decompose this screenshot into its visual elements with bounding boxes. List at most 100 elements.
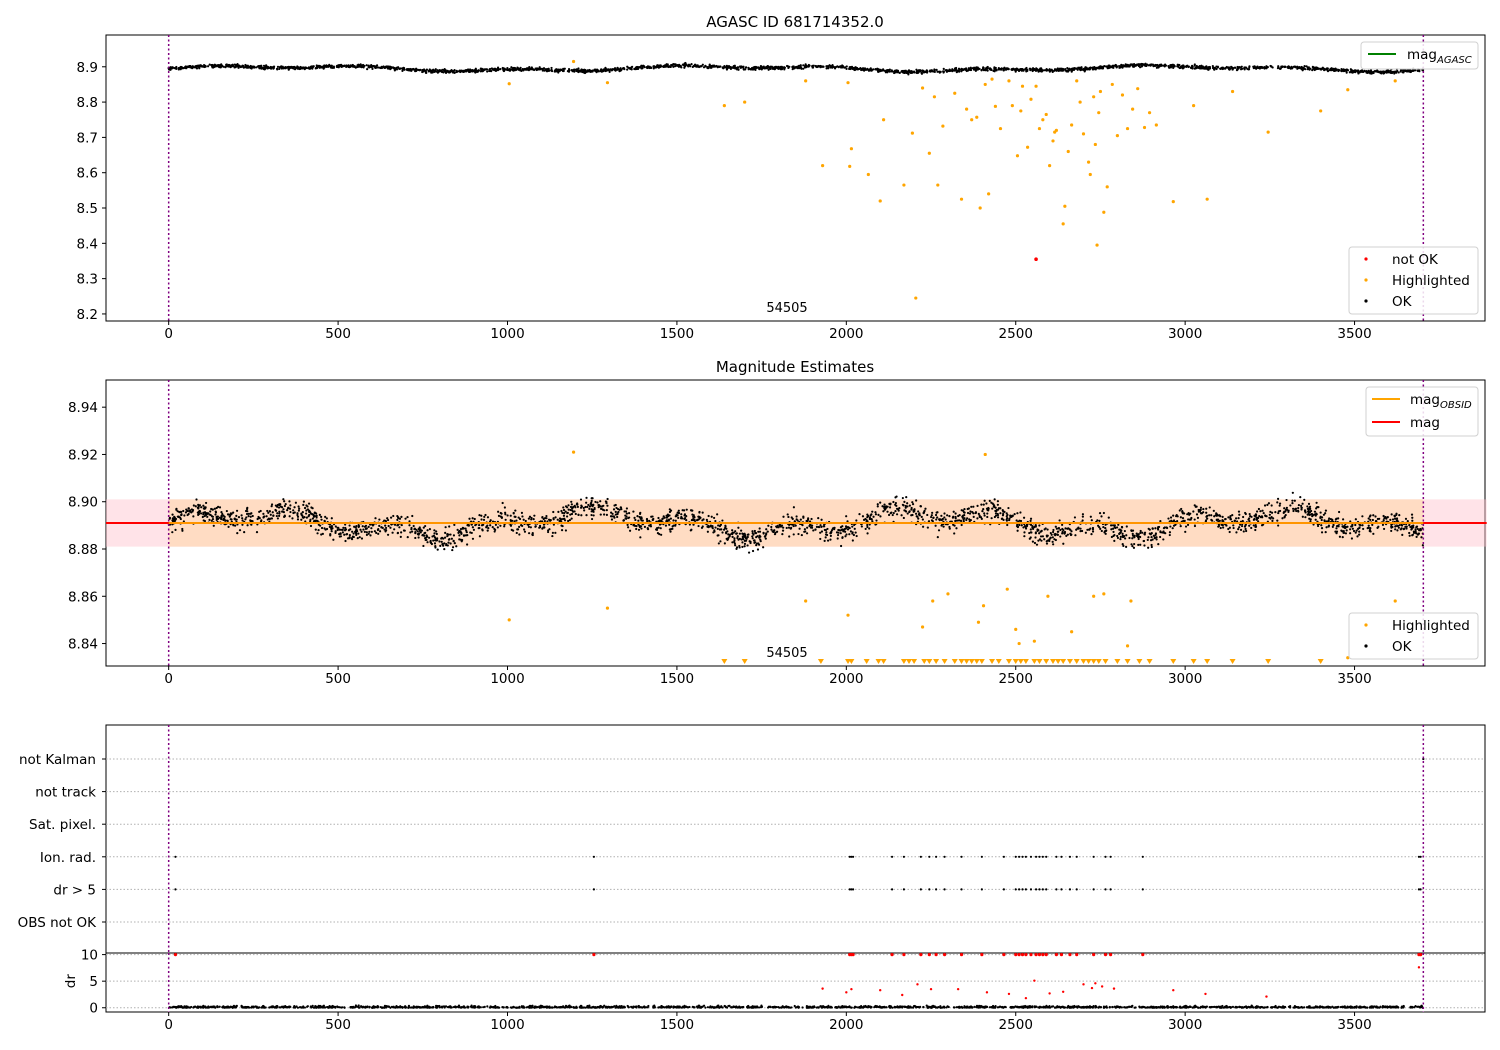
ok-point: [986, 508, 989, 512]
ok-point: [728, 533, 732, 536]
ok-point: [716, 66, 719, 69]
ok-point: [1229, 67, 1232, 70]
ok-point: [195, 64, 198, 68]
ok-point: [641, 67, 644, 70]
ok-point: [400, 531, 403, 534]
ok-point: [444, 526, 447, 529]
ok-point: [1033, 541, 1037, 545]
ok-point: [421, 70, 424, 74]
ok-point: [879, 501, 882, 504]
ok-point: [908, 504, 911, 507]
ok-point: [378, 524, 381, 527]
ok-point: [823, 539, 826, 542]
ok-point: [1101, 66, 1105, 69]
ok-point: [544, 68, 547, 71]
ok-point: [1079, 527, 1082, 530]
ok-point: [386, 517, 389, 520]
ok-point: [1393, 517, 1397, 520]
ok-point: [1025, 524, 1029, 527]
ok-point: [872, 515, 875, 518]
ok-point: [1277, 524, 1280, 527]
ok-point: [1244, 527, 1247, 531]
ok-point: [512, 529, 515, 532]
ok-point: [826, 539, 830, 542]
ok-point: [936, 511, 939, 514]
ok-point: [944, 69, 947, 72]
ok-point: [1192, 510, 1195, 513]
ok-point: [452, 540, 455, 543]
ok-point: [367, 65, 370, 69]
ok-point: [742, 532, 745, 536]
ok-point: [1291, 491, 1294, 494]
ok-point: [447, 538, 451, 541]
highlighted-point: [1125, 126, 1130, 131]
ok-point: [930, 519, 934, 522]
ok-point: [1283, 65, 1286, 68]
ok-point: [590, 499, 593, 503]
ok-point: [1001, 508, 1004, 512]
ok-point: [1345, 71, 1348, 74]
ok-point: [955, 527, 958, 530]
ok-point: [270, 66, 273, 69]
ok-point: [378, 518, 381, 521]
ok-point: [1105, 65, 1108, 68]
ok-point: [1254, 525, 1257, 528]
ok-point: [645, 517, 649, 521]
ok-point: [579, 69, 582, 72]
ok-point: [930, 514, 933, 517]
ok-point: [1369, 70, 1372, 73]
ok-point: [267, 517, 271, 520]
ok-point: [279, 503, 282, 506]
ok-point: [1261, 509, 1264, 512]
ok-point: [558, 517, 562, 520]
ok-point: [444, 70, 447, 74]
ok-point: [1206, 67, 1209, 70]
ok-point: [718, 525, 721, 528]
ok-point: [970, 505, 973, 508]
ok-point: [1121, 543, 1124, 546]
ok-point: [474, 524, 477, 527]
ok-point: [355, 524, 358, 528]
ok-point: [1298, 66, 1301, 69]
ok-point: [915, 515, 918, 518]
ok-point: [316, 532, 319, 535]
ok-point: [1371, 523, 1374, 526]
ok-point: [994, 514, 998, 517]
ok-point: [953, 524, 956, 527]
ok-point: [997, 508, 1000, 511]
ok-point: [527, 525, 531, 529]
ok-point: [719, 65, 722, 68]
ok-point: [303, 506, 307, 510]
ok-point: [1023, 531, 1026, 534]
ok-point: [1262, 511, 1265, 515]
ok-point: [725, 532, 728, 535]
ok-point: [738, 532, 741, 535]
ok-point: [1041, 69, 1044, 72]
ok-point: [1414, 69, 1417, 72]
legend-point-label: OK: [1392, 294, 1413, 310]
ok-point: [512, 512, 515, 515]
ok-point: [626, 523, 629, 526]
ok-point: [577, 67, 580, 70]
ok-point: [1316, 67, 1319, 70]
ok-point: [1352, 529, 1356, 533]
ok-point: [963, 517, 966, 520]
ok-point: [1342, 530, 1345, 533]
ok-point: [901, 496, 904, 500]
ok-point: [1031, 540, 1034, 543]
ok-point: [241, 517, 244, 520]
ok-point: [293, 65, 296, 69]
ok-point: [1289, 504, 1292, 507]
ok-point: [648, 519, 651, 523]
ok-point: [191, 65, 195, 68]
ok-point: [183, 514, 186, 517]
ok-point: [376, 528, 380, 532]
ok-point: [362, 528, 365, 531]
ok-point: [1131, 532, 1134, 535]
ok-point: [1325, 67, 1328, 70]
ok-point: [980, 69, 983, 72]
ok-point: [933, 70, 936, 74]
ok-point: [958, 68, 961, 71]
ok-point: [1319, 515, 1322, 518]
